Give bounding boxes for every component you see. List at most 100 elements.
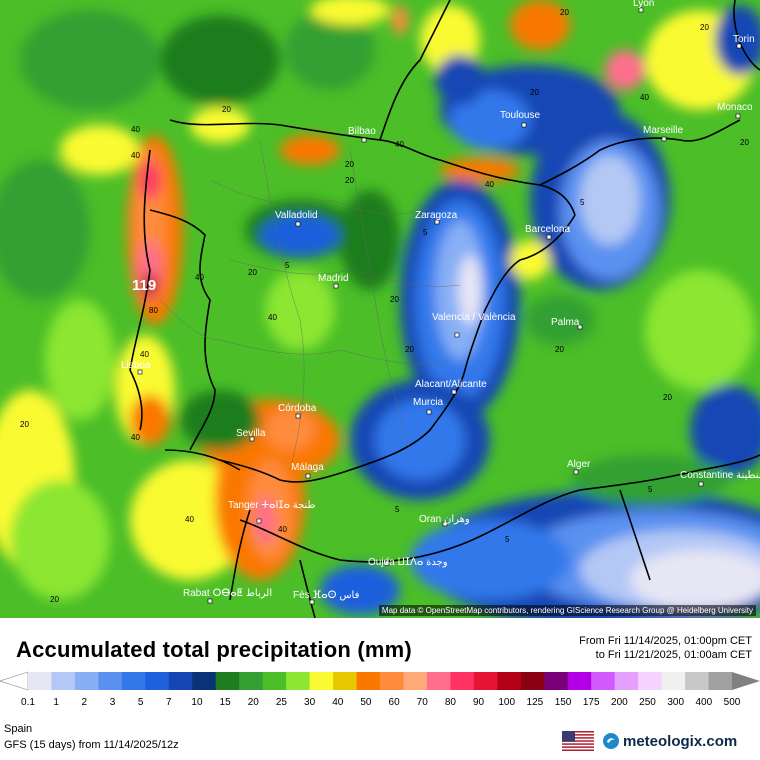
city-label-monaco: Monaco [717,102,753,113]
scale-label: 15 [219,697,231,708]
scale-label: 2 [81,697,88,708]
contour-label: 20 [700,23,709,32]
scale-label: 60 [388,697,400,708]
contour-label: 40 [195,273,204,282]
scale-label: 25 [275,697,287,708]
precipitation-map: 40 40 20 20 40 20 5 20 20 40 80 20 40 40… [0,0,760,618]
city-label-torin: Torin [733,34,755,45]
us-flag-icon[interactable] [562,731,594,751]
scale-label: 125 [526,697,544,708]
borders [129,0,760,618]
contour-label: 20 [248,268,257,277]
scale-swatch [74,672,99,690]
scale-swatch [192,672,217,690]
scale-arrow-right [732,672,760,690]
city-label-toulouse: Toulouse [500,110,540,121]
contour-label: 40 [131,151,140,160]
contour-label: 20 [740,138,749,147]
scale-label: 100 [498,697,516,708]
scale-swatch [661,672,686,690]
color-scale-labels: 0.1 1 2 3 5 7 10 15 20 25 30 40 50 60 70 80 90 100 125 150 1… [0,697,760,711]
scale-label: 400 [695,697,713,708]
contour-label: 20 [50,595,59,604]
contour-label: 5 [648,485,653,494]
city-label-marseille: Marseille [643,125,683,136]
city-label-malaga: Málaga [291,462,324,473]
contour-label: 20 [530,88,539,97]
city-label-sevilla: Sevilla [236,428,266,439]
scale-label: 30 [304,697,316,708]
contour-label: 40 [185,515,194,524]
date-range: From Fri 11/14/2025, 01:00pm CET to Fri … [579,634,752,662]
contour-label: 20 [663,393,672,402]
contour-label: 80 [149,306,158,315]
scale-label: 250 [639,697,656,708]
contour-label: 5 [285,261,290,270]
scale-label: 5 [137,697,144,708]
scale-swatch [426,672,451,690]
scale-arrow-left [0,671,29,691]
scale-label: 90 [472,697,485,708]
city-label-madrid: Madrid [318,273,349,284]
city-label-barcelona: Barcelona [525,224,570,235]
date-to: to Fri 11/21/2025, 01:00am CET [595,649,752,661]
contour-label: 20 [405,345,414,354]
contour-label: 20 [345,176,354,185]
contour-label: 5 [395,505,400,514]
contour-label: 5 [505,535,510,544]
scale-swatch [614,672,639,690]
max-precip-label: 119 [132,277,156,294]
scale-label: 20 [247,697,259,708]
scale-swatch [520,672,545,690]
contour-label: 20 [20,420,29,429]
scale-swatch [51,672,76,690]
scale-swatch [121,672,146,690]
color-scale-bar [0,671,760,691]
scale-swatch [591,672,616,690]
scale-label: 10 [191,697,203,708]
scale-swatch [708,672,733,690]
contour-label: 40 [485,180,494,189]
scale-swatch [286,672,311,690]
model-label: GFS (15 days) from 11/14/2025/12z [4,739,179,751]
contour-label: 5 [580,198,585,207]
map-attribution[interactable]: Map data © OpenStreetMap contributors, r… [378,605,756,616]
scale-swatch [473,672,498,690]
scale-label: 80 [444,697,456,708]
contour-label: 40 [395,140,404,149]
contour-label: 20 [222,105,231,114]
scale-swatch [239,672,264,690]
scale-label: 175 [582,697,600,708]
city-label-zaragoza: Zaragoza [415,210,458,221]
scale-swatch [356,672,381,690]
scale-label: 0.1 [21,697,35,708]
scale-swatch [450,672,475,690]
region-label: Spain [4,723,33,735]
city-label-oujda: Oujda ⵡⵊⴷⴰ وجدة [368,557,448,568]
city-label-lyon: Lyon [633,0,654,9]
city-label-constantine: Constantine ‪قسنطينة‬ [680,470,760,481]
scale-swatch [685,672,710,690]
city-markers [137,7,742,605]
scale-label: 40 [332,697,344,708]
city-label-palma: Palma [551,317,580,328]
city-label-alger: Alger [567,459,591,470]
contour-label: 20 [390,295,399,304]
contour-label: 40 [140,350,149,359]
city-label-cordoba: Córdoba [278,403,317,414]
scale-swatch [262,672,287,690]
scale-label: 70 [416,697,428,708]
date-from: From Fri 11/14/2025, 01:00pm CET [579,635,752,647]
scale-label: 50 [360,697,372,708]
city-label-valladolid: Valladolid [275,210,318,221]
scale-label: 300 [667,697,685,708]
scale-swatch [544,672,569,690]
city-labels: Lyon Torin Monaco Marseille Toulouse Bil… [121,0,760,601]
meteologix-logo-icon [603,733,619,749]
city-label-murcia: Murcia [413,397,443,408]
scale-swatch [145,672,170,690]
scale-swatch [309,672,334,690]
city-label-lisboa: Lisboa [121,360,151,371]
brand-logo[interactable]: meteologix.com [602,731,737,751]
scale-swatch [98,672,123,690]
